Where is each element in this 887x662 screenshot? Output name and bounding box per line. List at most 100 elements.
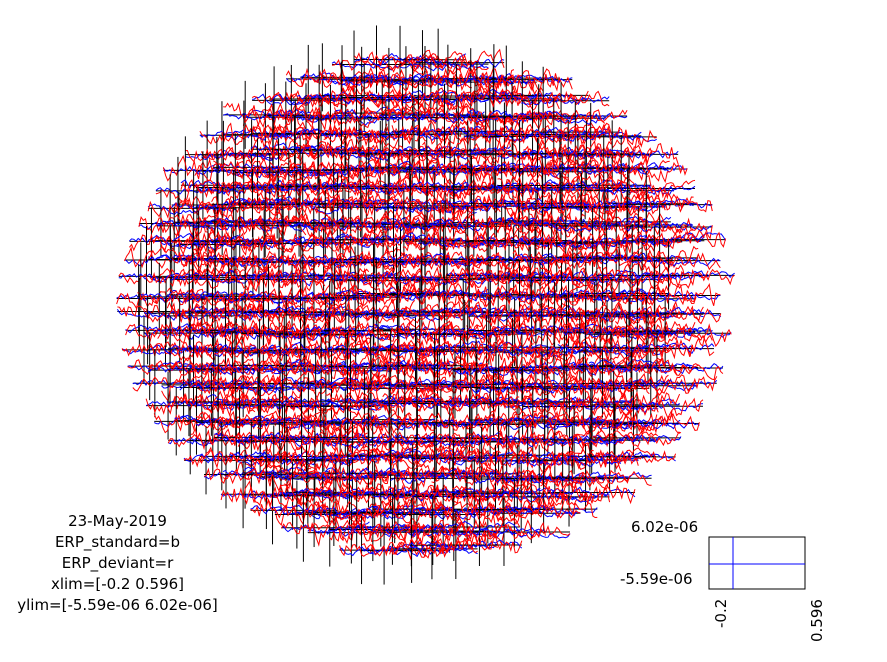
channel-deviant-trace	[291, 289, 381, 308]
channel-panel	[546, 458, 636, 527]
channel-standard-trace	[301, 432, 391, 445]
channel-deviant-trace	[298, 414, 387, 438]
channel-panel	[563, 444, 652, 513]
channel-deviant-trace	[631, 282, 721, 306]
channel-standard-trace	[389, 541, 478, 555]
channel-standard-trace	[418, 239, 507, 248]
channel-standard-trace	[611, 420, 700, 430]
channel-deviant-trace	[138, 213, 228, 236]
channel-panel	[520, 66, 610, 135]
channel-deviant-trace	[241, 301, 331, 325]
channel-standard-trace	[404, 221, 494, 230]
channel-deviant-trace	[499, 89, 589, 106]
channel-deviant-trace	[223, 102, 312, 127]
channel-deviant-trace	[607, 289, 697, 307]
channel-deviant-trace	[615, 304, 704, 325]
channel-standard-trace	[327, 487, 416, 499]
channel-deviant-trace	[350, 327, 440, 342]
channel-panel	[599, 135, 688, 204]
channel-deviant-trace	[587, 447, 677, 464]
channel-deviant-trace	[481, 524, 571, 540]
channel-deviant-trace	[496, 209, 586, 235]
channel-deviant-trace	[325, 458, 415, 490]
channel-panel	[637, 205, 727, 274]
channel-standard-trace	[329, 523, 418, 533]
channel-deviant-trace	[416, 339, 506, 360]
channel-deviant-trace	[185, 146, 274, 165]
channel-deviant-trace	[496, 424, 586, 451]
channel-deviant-trace	[358, 503, 448, 524]
channel-deviant-trace	[465, 251, 555, 274]
channel-deviant-trace	[399, 280, 489, 309]
channel-deviant-trace	[298, 123, 388, 145]
scale-y-top-label: 6.02e-06	[631, 518, 699, 536]
channel-deviant-trace	[301, 426, 391, 447]
channel-deviant-trace	[482, 128, 571, 147]
channel-panel	[221, 154, 310, 223]
channel-deviant-trace	[338, 194, 428, 214]
channel-deviant-trace	[342, 389, 431, 416]
channel-deviant-trace	[585, 176, 675, 201]
channel-standard-trace	[637, 232, 727, 245]
channel-deviant-trace	[563, 145, 653, 165]
channel-panel	[608, 351, 698, 420]
channel-deviant-trace	[331, 58, 421, 73]
channel-deviant-trace	[374, 268, 463, 286]
channel-deviant-trace	[631, 251, 721, 272]
channel-standard-trace	[634, 362, 724, 374]
channel-deviant-trace	[412, 351, 501, 382]
channel-deviant-trace	[591, 390, 681, 414]
channel-deviant-trace	[570, 230, 660, 253]
channel-deviant-trace	[628, 372, 718, 394]
channel-deviant-trace	[313, 482, 403, 504]
channel-deviant-trace	[606, 179, 696, 197]
channel-deviant-trace	[610, 411, 700, 434]
channel-standard-trace	[230, 255, 320, 267]
channel-deviant-trace	[277, 161, 367, 182]
channel-standard-trace	[517, 472, 606, 484]
channel-deviant-trace	[596, 261, 686, 288]
channel-panel	[625, 314, 715, 383]
channel-standard-trace	[499, 90, 589, 103]
channel-panel	[563, 120, 653, 189]
channel-panel	[508, 475, 598, 544]
channel-standard-trace	[492, 326, 581, 337]
channel-deviant-trace	[584, 248, 674, 271]
channel-deviant-trace	[190, 426, 280, 452]
channel-deviant-trace	[563, 470, 652, 486]
channel-deviant-trace	[192, 230, 282, 256]
channel-deviant-trace	[339, 218, 429, 235]
channel-panel	[642, 299, 732, 368]
channel-standard-trace	[396, 108, 485, 120]
channel-deviant-trace	[328, 232, 418, 247]
channel-standard-trace	[446, 289, 536, 302]
scale-x-right-label: 0.596	[808, 599, 826, 642]
channel-deviant-trace	[464, 230, 554, 253]
channel-deviant-trace	[490, 156, 580, 180]
channel-deviant-trace	[322, 412, 412, 436]
channel-deviant-trace	[291, 234, 381, 252]
channel-deviant-trace	[599, 156, 688, 184]
channel-deviant-trace	[387, 179, 477, 199]
channel-deviant-trace	[532, 442, 622, 472]
channel-panel	[634, 334, 724, 403]
channel-standard-trace	[210, 361, 299, 373]
channel-deviant-trace	[589, 139, 679, 165]
channel-deviant-trace	[261, 342, 351, 360]
channel-panel	[483, 45, 573, 114]
channel-deviant-trace	[334, 103, 423, 122]
channel-deviant-trace	[222, 286, 312, 311]
channel-deviant-trace	[394, 375, 484, 394]
channel-deviant-trace	[369, 522, 459, 541]
channel-deviant-trace	[492, 321, 582, 346]
channel-standard-trace	[624, 222, 713, 232]
channel-standard-trace	[138, 218, 228, 230]
channel-deviant-trace	[554, 245, 644, 268]
channel-deviant-trace	[394, 500, 484, 529]
channel-deviant-trace	[558, 192, 648, 215]
channel-deviant-trace	[484, 446, 573, 466]
channel-deviant-trace	[206, 290, 295, 306]
channel-deviant-trace	[646, 265, 735, 288]
channel-panel	[499, 61, 589, 130]
channel-panel	[610, 389, 700, 458]
